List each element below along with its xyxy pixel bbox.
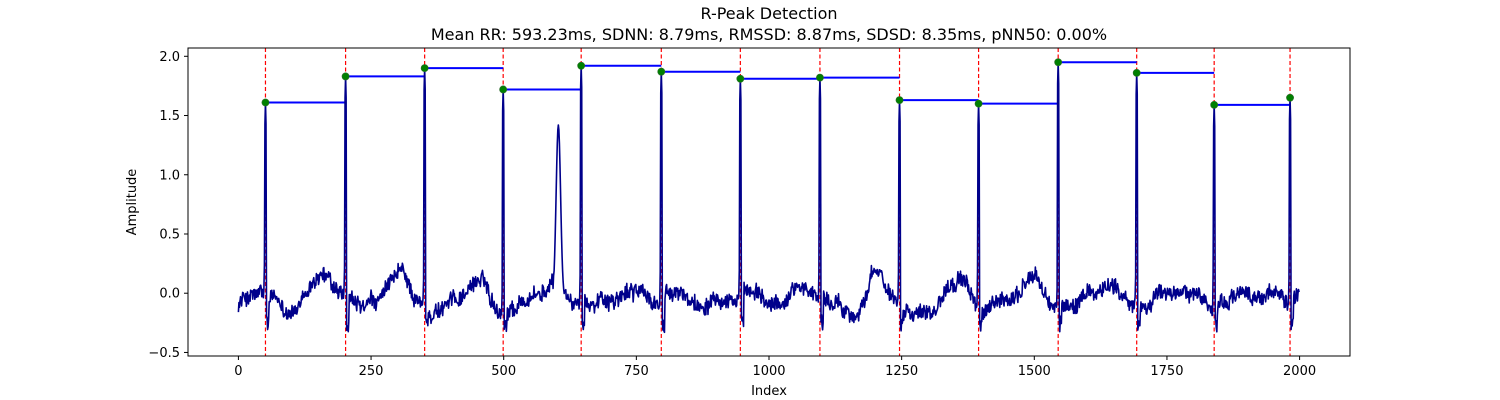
r-peak-marker [1286, 93, 1294, 102]
r-peak-marker [1054, 58, 1063, 67]
x-tick-label: 250 [359, 364, 384, 379]
x-tick-label: 1000 [752, 364, 785, 379]
r-peak-marker [420, 64, 429, 73]
plot-frame [187, 47, 1351, 357]
x-tick-label: 1500 [1018, 364, 1051, 379]
x-tick-label: 1250 [885, 364, 918, 379]
y-axis-label: Amplitude [125, 169, 140, 236]
x-tick-label: 1750 [1150, 364, 1183, 379]
chart-title: R-Peak Detection [700, 4, 837, 23]
r-peak-marker [341, 72, 350, 81]
r-peak-marker [1210, 100, 1219, 109]
y-tick-label: 0.0 [159, 287, 180, 302]
peak-lines [264, 48, 1291, 356]
x-tick-label: 500 [491, 364, 516, 379]
x-axis: 0 250 500 750 1000 1250 1500 1750 2000 [234, 356, 1316, 379]
ecg-signal-line [237, 61, 1300, 334]
x-tick-label: 2000 [1283, 364, 1316, 379]
r-peak-marker [499, 85, 508, 94]
y-axis: −0.5 0.0 0.5 1.0 1.5 2.0 [148, 50, 188, 361]
r-peak-marker [261, 98, 270, 107]
r-peak-marker [577, 61, 586, 70]
y-tick-label: 1.5 [159, 109, 180, 124]
r-peak-marker [736, 74, 745, 83]
r-peak-marker [895, 96, 904, 105]
y-tick-label: 2.0 [159, 50, 180, 65]
y-tick-label: 0.5 [159, 227, 180, 242]
r-peak-marker [816, 73, 824, 82]
r-peak-marker [1132, 68, 1141, 77]
x-axis-label: Index [751, 384, 787, 399]
x-tick-label: 750 [624, 364, 649, 379]
signal-layer [237, 61, 1300, 334]
y-tick-label: 1.0 [159, 168, 180, 183]
rr-segments [265, 61, 1291, 106]
peak-markers [261, 58, 1294, 109]
y-tick-label: −0.5 [148, 346, 180, 361]
chart-subtitle: Mean RR: 593.23ms, SDNN: 8.79ms, RMSSD: … [431, 25, 1107, 44]
x-tick-label: 0 [234, 364, 242, 379]
r-peak-marker [974, 99, 983, 108]
r-peak-marker [657, 67, 666, 76]
